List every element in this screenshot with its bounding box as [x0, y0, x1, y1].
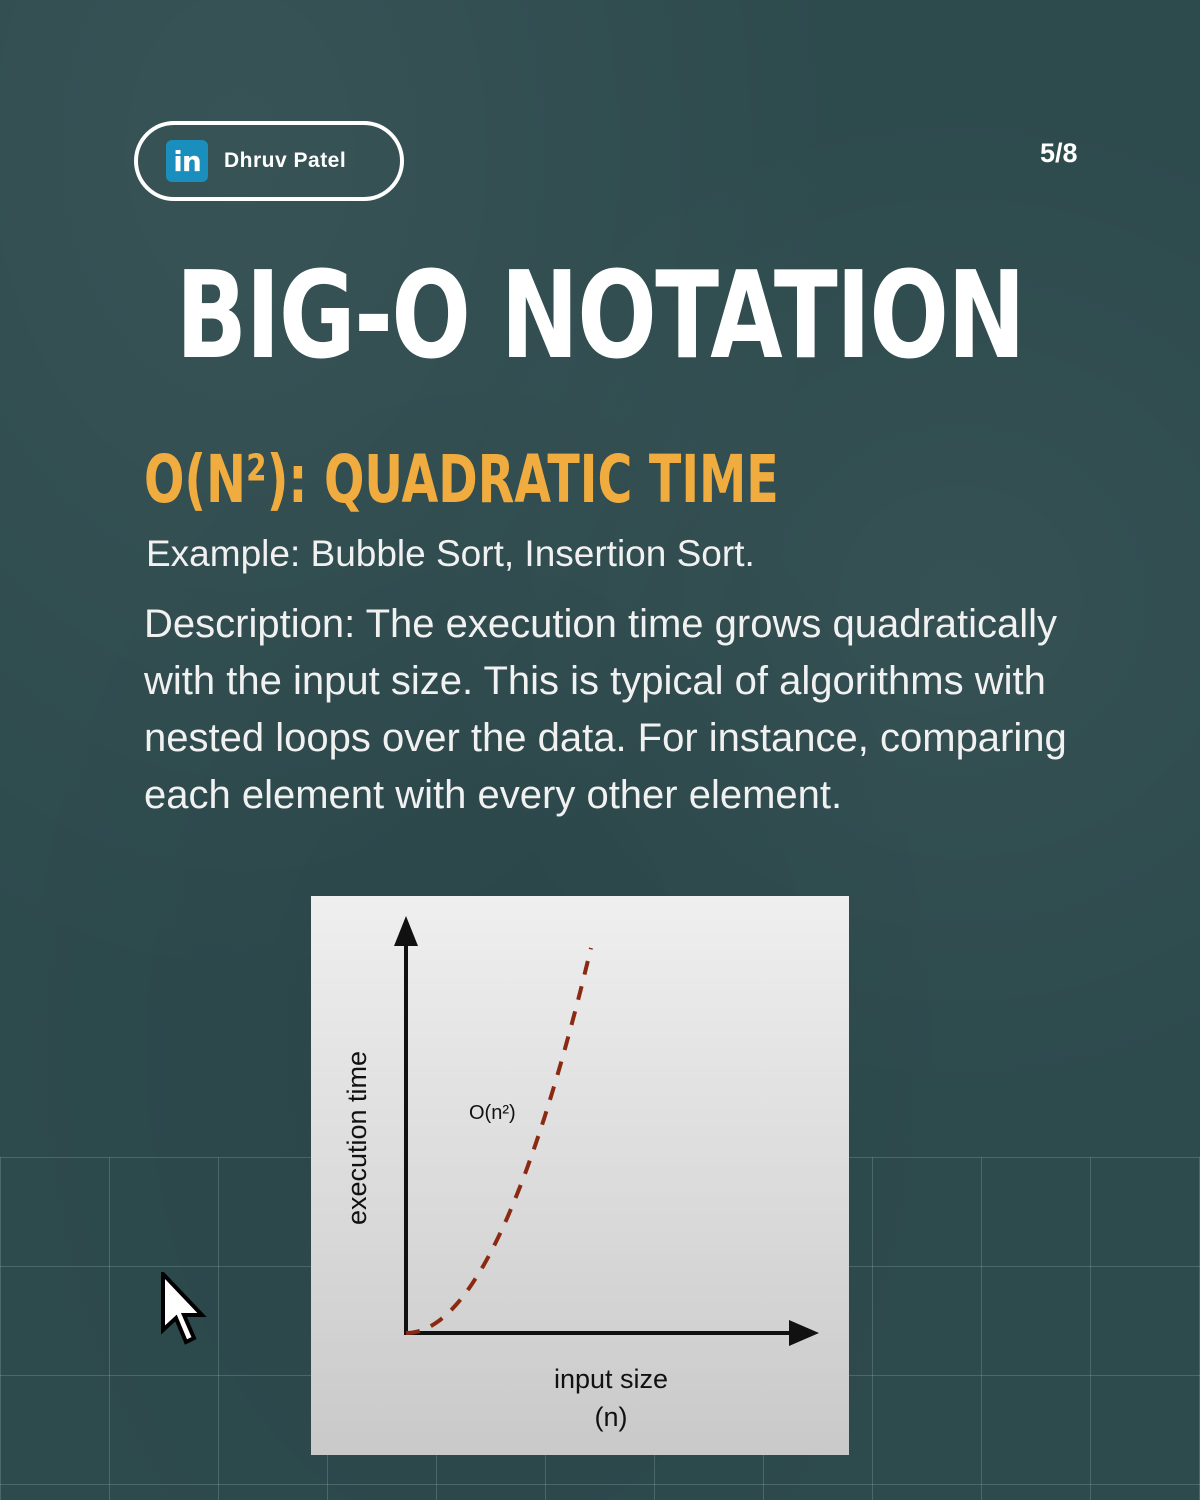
y-axis-label: execution time [342, 1051, 372, 1225]
x-axis-arrow [789, 1320, 819, 1346]
mouse-pointer-icon [160, 1268, 208, 1357]
page-indicator: 5/8 [1040, 138, 1078, 168]
description-text: Description: The execution time grows qu… [144, 602, 1067, 817]
x-axis-label: input size [554, 1364, 668, 1394]
y-axis-arrow [394, 916, 418, 946]
author-name: Dhruv Patel [224, 149, 347, 172]
curve-label: O(n²) [469, 1102, 516, 1124]
quadratic-curve [405, 947, 593, 1335]
x-axis-sublabel: (n) [595, 1402, 628, 1432]
linkedin-icon: in [166, 140, 208, 182]
complexity-chart: O(n²) execution time input size (n) [311, 896, 849, 1455]
author-badge[interactable]: in Dhruv Patel [134, 121, 404, 201]
chart-svg: O(n²) execution time input size (n) [342, 916, 819, 1432]
section-heading: O(N²): QUADRATIC TIME [144, 441, 779, 518]
example-text: Example: Bubble Sort, Insertion Sort. [146, 533, 755, 574]
page-title: BIG-O NOTATION [175, 247, 1026, 386]
